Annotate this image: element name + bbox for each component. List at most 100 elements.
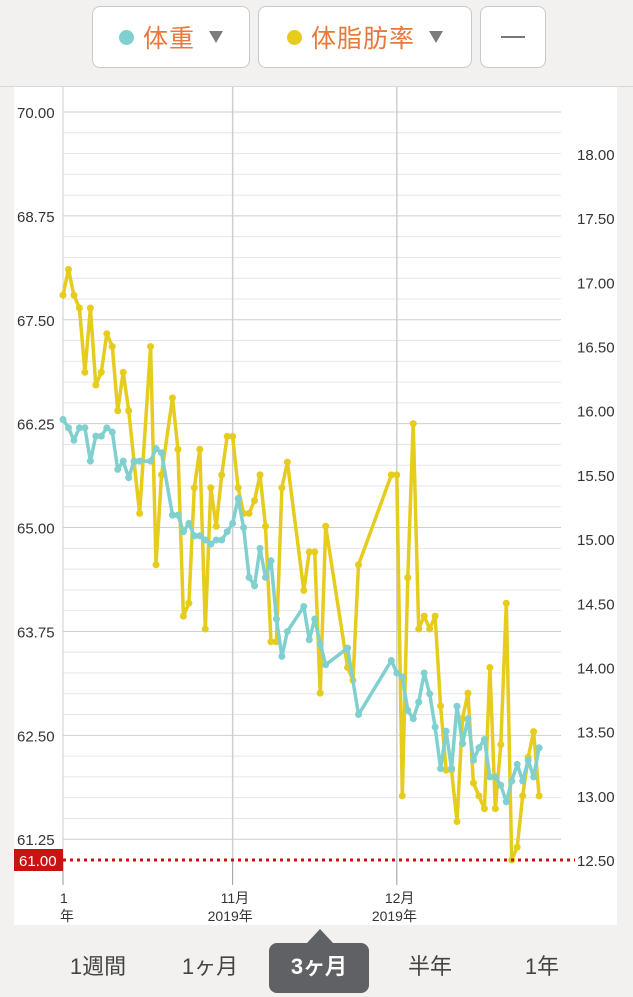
bodyfat-point — [491, 805, 499, 813]
right-tick-label: 12.50 — [577, 853, 615, 870]
weight-point — [409, 715, 417, 723]
weight-point — [272, 615, 280, 623]
active-range-pointer — [307, 929, 333, 943]
weight-point — [508, 777, 516, 785]
bodyfat-point — [305, 548, 313, 556]
weight-point — [125, 474, 133, 482]
weight-point — [136, 457, 144, 465]
range-selector: 1週間 1ヶ月 3ヶ月 半年 1年 — [0, 925, 633, 997]
right-tick-label: 17.50 — [577, 211, 615, 228]
bodyfat-point — [207, 484, 215, 492]
weight-point — [75, 424, 83, 432]
weight-point — [398, 673, 406, 681]
bodyfat-point — [190, 484, 198, 492]
right-tick-label: 16.00 — [577, 404, 615, 421]
right-tick-label: 13.50 — [577, 725, 615, 742]
bodyfat-point — [300, 586, 308, 594]
weight-point — [119, 457, 127, 465]
weight-point — [201, 536, 209, 544]
weight-point — [152, 445, 160, 453]
right-tick-label: 16.50 — [577, 340, 615, 357]
weight-point — [442, 727, 450, 735]
range-1-year[interactable]: 1年 — [524, 954, 560, 979]
weight-selector[interactable]: 体重 — [92, 6, 250, 68]
bodyfat-label: 体脂肪率 — [310, 25, 415, 53]
weight-point — [322, 661, 330, 669]
bodyfat-point — [223, 432, 231, 440]
bodyfat-point — [125, 407, 133, 415]
bodyfat-point — [245, 509, 253, 517]
minus-icon — [501, 36, 525, 38]
weight-point — [283, 627, 291, 635]
range-1-month[interactable]: 1ヶ月 — [181, 954, 239, 979]
minus-button[interactable] — [480, 6, 546, 68]
bodyfat-point — [114, 407, 122, 415]
left-tick-label: 67.50 — [17, 313, 55, 330]
left-tick-label: 68.75 — [17, 209, 55, 226]
range-3-months[interactable]: 3ヶ月 — [269, 943, 369, 993]
right-tick-label: 14.50 — [577, 596, 615, 613]
bodyfat-line — [61, 267, 541, 862]
bodyfat-point — [480, 805, 488, 813]
weight-point — [234, 494, 242, 502]
x-month-label: 12月 — [385, 890, 415, 906]
bodyfat-point — [426, 625, 434, 633]
bodyfat-point — [147, 343, 155, 351]
weight-bodyfat-chart: 70.00 68.75 67.50 66.25 65.00 63.75 62.50 61.25… — [14, 87, 615, 924]
weight-point — [207, 540, 215, 548]
bodyfat-point — [174, 445, 182, 453]
x-year-label: 年 — [60, 908, 74, 924]
weight-point — [114, 465, 122, 473]
bodyfat-point — [409, 420, 417, 428]
range-1-week[interactable]: 1週間 — [69, 954, 127, 979]
bodyfat-point — [453, 817, 461, 825]
weight-point — [212, 536, 220, 544]
bodyfat-point — [415, 625, 423, 633]
weight-point — [240, 524, 248, 532]
weight-point — [480, 735, 488, 743]
weight-point — [59, 416, 67, 424]
bodyfat-point — [267, 638, 275, 646]
bodyfat-point — [97, 368, 105, 376]
x-year-label: 2019年 — [372, 908, 417, 924]
bodyfat-point — [108, 343, 116, 351]
chart-area: 70.00 68.75 67.50 66.25 65.00 63.75 62.50 61.25… — [14, 87, 617, 925]
x-month-label: 11月 — [221, 890, 250, 906]
weight-point — [431, 723, 439, 731]
bodyfat-point — [251, 497, 259, 505]
weight-point — [108, 428, 116, 436]
weight-point — [229, 519, 237, 527]
bodyfat-point — [278, 484, 286, 492]
weight-point — [393, 669, 401, 677]
bodyfat-selector[interactable]: 体脂肪率 — [258, 6, 472, 68]
weight-point — [513, 760, 521, 768]
bodyfat-point — [519, 792, 527, 800]
range-half-year[interactable]: 半年 — [407, 954, 452, 979]
bodyfat-point — [152, 561, 160, 569]
right-tick-label: 13.00 — [577, 789, 615, 806]
bodyfat-point — [212, 522, 220, 530]
weight-point — [464, 715, 472, 723]
bodyfat-point — [168, 394, 176, 402]
weight-point — [196, 532, 204, 540]
weight-point — [147, 457, 155, 465]
weight-label: 体重 — [142, 25, 195, 53]
weight-point — [256, 544, 264, 552]
weight-point — [261, 573, 269, 581]
bodyfat-point — [59, 291, 67, 299]
right-tick-label: 17.00 — [577, 275, 615, 292]
bodyfat-point — [431, 612, 439, 620]
weight-point — [344, 644, 352, 652]
weight-point — [355, 711, 363, 719]
bodyfat-point — [92, 381, 100, 389]
bodyfat-point — [393, 471, 401, 479]
weight-point — [486, 773, 494, 781]
dropdown-arrow-icon — [429, 31, 443, 43]
weight-point — [453, 702, 461, 710]
weight-point — [387, 657, 395, 665]
weight-point — [469, 756, 477, 764]
bodyfat-point — [497, 740, 505, 748]
bodyfat-point — [513, 843, 521, 851]
weight-point — [437, 765, 445, 773]
weight-point — [519, 777, 527, 785]
